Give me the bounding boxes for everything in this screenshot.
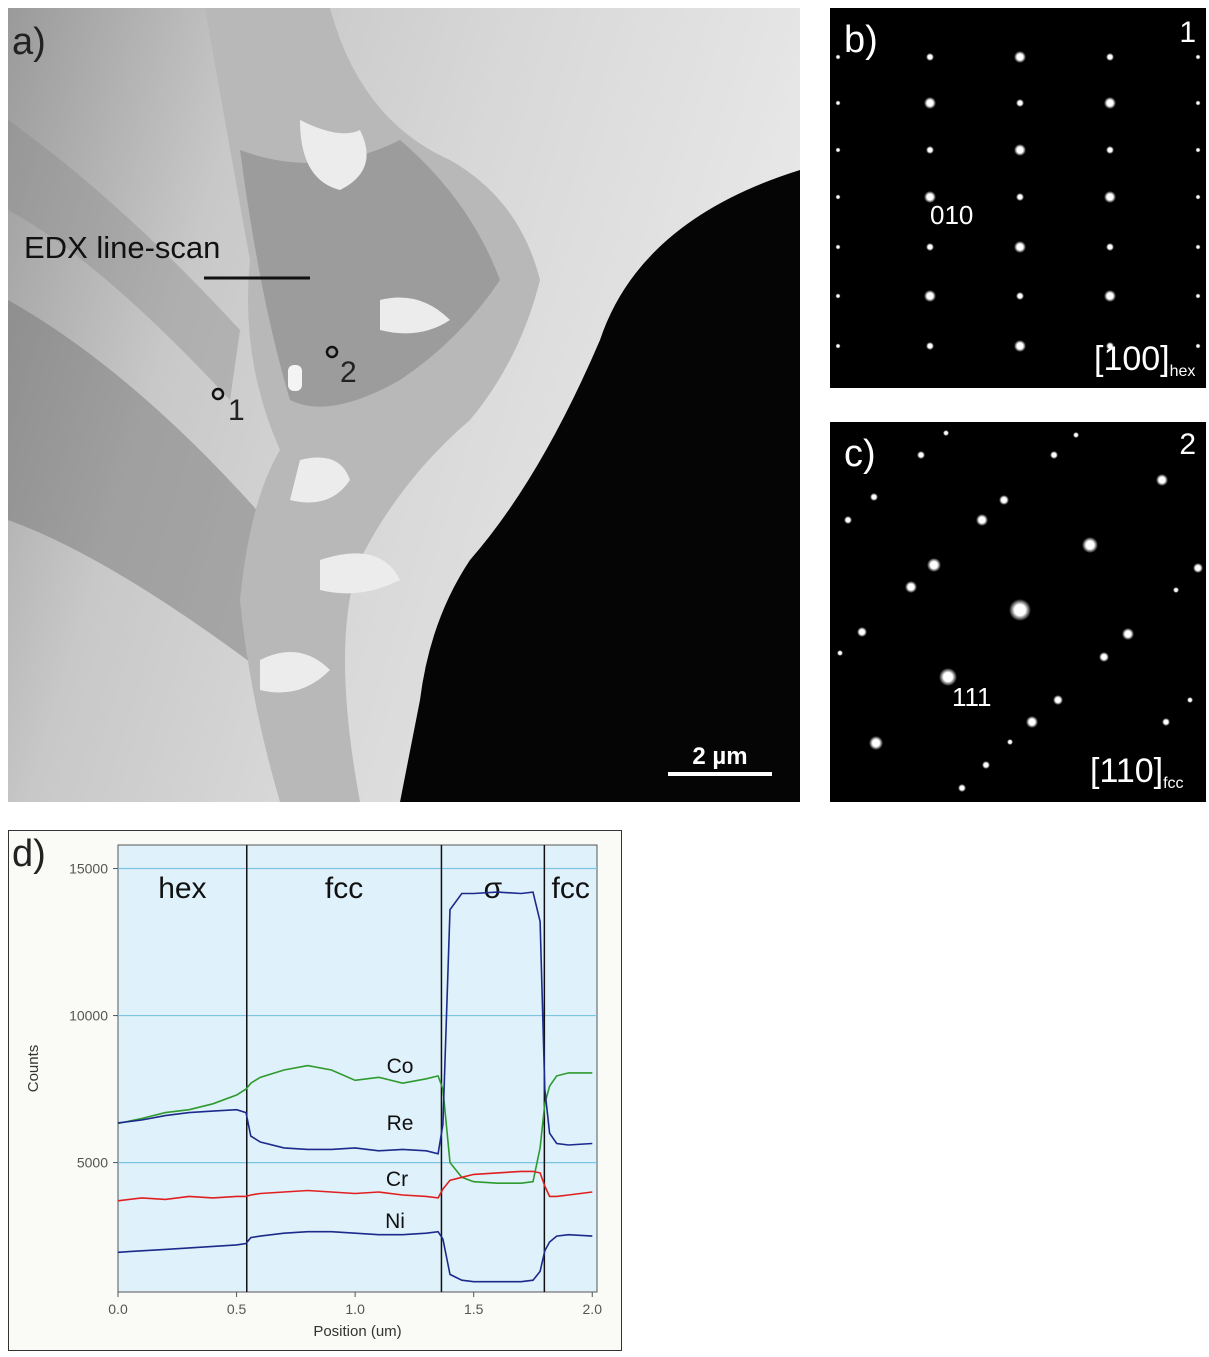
spot xyxy=(926,53,934,61)
series-label: Cr xyxy=(386,1168,408,1191)
scan-label: EDX line-scan xyxy=(24,230,220,265)
spot xyxy=(982,761,990,769)
panel-number: 2 xyxy=(1179,428,1196,461)
spot xyxy=(1196,101,1201,106)
y-axis-label: Counts xyxy=(25,1045,42,1093)
spot-label: 111 xyxy=(952,682,992,712)
spot xyxy=(836,101,841,106)
plot-area xyxy=(118,845,597,1292)
spot xyxy=(1187,697,1193,703)
spot xyxy=(1016,99,1024,107)
phase-label: fcc xyxy=(552,872,590,905)
spot xyxy=(1196,148,1201,153)
spot xyxy=(1162,718,1170,726)
spot xyxy=(1106,243,1114,251)
x-axis-label: Position (um) xyxy=(313,1323,401,1340)
spot xyxy=(844,516,852,524)
figure: a) EDX line-scan 1 2 2 µm b) 1 010 [100]… xyxy=(0,0,1209,1352)
spot xyxy=(976,514,988,526)
x-tick-label: 0.5 xyxy=(227,1301,247,1317)
panel-label: a) xyxy=(12,21,46,63)
spot xyxy=(1016,292,1024,300)
spot xyxy=(1173,587,1179,593)
point-label: 1 xyxy=(228,394,245,427)
spot xyxy=(1026,716,1038,728)
spot xyxy=(1106,53,1114,61)
spot xyxy=(924,290,936,302)
spot xyxy=(999,495,1009,505)
x-tick-label: 2.0 xyxy=(583,1301,603,1317)
spot xyxy=(917,451,925,459)
spot xyxy=(1007,739,1013,745)
spot xyxy=(1104,97,1116,109)
spot xyxy=(943,430,949,436)
spot xyxy=(1014,51,1026,63)
spot xyxy=(1196,195,1201,200)
scale-bar-label: 2 µm xyxy=(692,743,747,770)
spot xyxy=(869,736,883,750)
spot xyxy=(1106,146,1114,154)
spot xyxy=(857,627,867,637)
spot xyxy=(1156,474,1168,486)
spot xyxy=(1014,144,1026,156)
spot xyxy=(836,294,841,299)
spot xyxy=(1196,245,1201,250)
zone-axis-sub: fcc xyxy=(1163,775,1183,792)
spot xyxy=(1104,290,1116,302)
spot xyxy=(1053,695,1063,705)
phase-label: hex xyxy=(158,872,206,905)
y-tick-label: 15000 xyxy=(69,861,108,877)
spot xyxy=(1073,432,1079,438)
y-tick-label: 5000 xyxy=(77,1155,108,1171)
spot xyxy=(870,493,878,501)
zone-axis-index: [110] xyxy=(1090,752,1163,790)
spot xyxy=(1014,340,1026,352)
panel-label: d) xyxy=(12,833,46,875)
spot xyxy=(837,650,843,656)
spot xyxy=(926,146,934,154)
spot xyxy=(1099,652,1109,662)
spot xyxy=(927,558,941,572)
point-label: 2 xyxy=(340,356,357,389)
spot xyxy=(1050,451,1058,459)
phase-label: σ xyxy=(484,872,503,905)
spot xyxy=(1196,294,1201,299)
spot xyxy=(1196,55,1201,60)
spot-label: 010 xyxy=(930,200,973,230)
panel-label: b) xyxy=(844,19,878,61)
zone-axis-index: [100] xyxy=(1094,340,1170,378)
series-label: Re xyxy=(387,1112,414,1135)
panel-label: c) xyxy=(844,433,876,475)
spot xyxy=(926,243,934,251)
micrograph xyxy=(8,8,800,802)
spot xyxy=(836,344,841,349)
spot xyxy=(836,245,841,250)
spot xyxy=(926,342,934,350)
spot xyxy=(1082,537,1098,553)
spot xyxy=(1196,344,1201,349)
x-tick-label: 0.0 xyxy=(108,1301,128,1317)
spot xyxy=(1016,193,1024,201)
series-label: Co xyxy=(387,1055,414,1078)
spot xyxy=(958,784,966,792)
panel-number: 1 xyxy=(1179,16,1196,49)
x-tick-label: 1.0 xyxy=(345,1301,365,1317)
spot xyxy=(1104,191,1116,203)
series-label: Ni xyxy=(385,1210,405,1233)
spot xyxy=(905,581,917,593)
x-tick-label: 1.5 xyxy=(464,1301,484,1317)
spot xyxy=(836,55,841,60)
spot xyxy=(836,148,841,153)
spot xyxy=(836,195,841,200)
zone-axis-sub: hex xyxy=(1170,363,1196,380)
spot xyxy=(1193,563,1203,573)
spot xyxy=(1009,599,1031,621)
spot xyxy=(1122,628,1134,640)
spot xyxy=(924,97,936,109)
phase-label: fcc xyxy=(325,872,363,905)
y-tick-label: 10000 xyxy=(69,1008,108,1024)
spot xyxy=(1014,241,1026,253)
